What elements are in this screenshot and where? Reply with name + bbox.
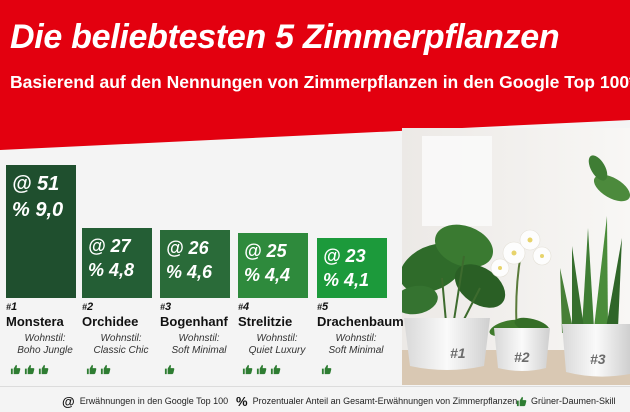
thumbs-up-icon — [86, 364, 97, 375]
pot-label-2: #2 — [514, 349, 530, 365]
rank-number: 1 — [11, 301, 18, 313]
rank-number: 3 — [165, 301, 172, 313]
wohnstil-label: Wohnstil: — [178, 333, 220, 344]
at-icon: @ — [62, 393, 75, 409]
bar-mentions-label: @ 23 — [323, 246, 366, 266]
rank-label: #4 — [238, 301, 250, 313]
bar-mentions-label: @ 26 — [166, 238, 209, 258]
wohnstil-value: Boho Jungle — [17, 345, 73, 356]
thumbs-up-icon — [270, 364, 281, 375]
legend-item-mentions: @ Erwähnungen in den Google Top 100 — [62, 391, 228, 411]
wohnstil-label: Wohnstil: — [100, 333, 142, 344]
thumbs-up-icon — [10, 364, 21, 375]
rank-label: #2 — [82, 301, 94, 313]
bar-orchidee: @ 27 % 4,8 — [82, 228, 152, 298]
page-subtitle: Basierend auf den Nennungen von Zimmerpf… — [10, 72, 630, 92]
bar-bogenhanf: @ 26 % 4,6 — [160, 230, 230, 298]
bar-info-strelitzie: #4 Strelitzie Wohnstil: Quiet Luxury — [238, 300, 316, 375]
thumbs-rating — [160, 364, 238, 375]
legend-mentions-label: Erwähnungen in den Google Top 100 — [79, 396, 229, 406]
plant-name: Monstera — [6, 314, 64, 329]
bar-percent-label: % 9,0 — [12, 199, 64, 221]
rank-label: #5 — [317, 301, 329, 313]
thumbs-rating — [82, 364, 160, 375]
wohnstil-value: Classic Chic — [93, 345, 149, 356]
plant-name: Drachenbaum — [317, 314, 404, 329]
legend-percent-label: Prozentualer Anteil an Gesamt-Erwähnunge… — [252, 396, 518, 406]
rank-number: 4 — [243, 301, 250, 313]
plant-name: Strelitzie — [238, 314, 293, 329]
bar-info-monstera: #1 Monstera Wohnstil: Boho Jungle — [6, 300, 84, 375]
thumbs-up-icon — [100, 364, 111, 375]
wohnstil-value: Soft Minimal — [171, 345, 227, 356]
rank-label: #1 — [6, 301, 18, 313]
thumbs-rating — [317, 364, 395, 375]
thumbs-up-icon — [38, 364, 49, 375]
thumbs-up-icon — [256, 364, 267, 375]
header-background — [0, 0, 630, 150]
header: Die beliebtesten 5 Zimmerpflanzen Basier… — [0, 0, 630, 160]
thumbs-rating — [6, 364, 84, 375]
plant-name: Bogenhanf — [160, 314, 228, 329]
rank-label: #3 — [160, 301, 172, 313]
legend-item-percent: % Prozentualer Anteil an Gesamt-Erwähnun… — [236, 391, 517, 411]
page-title: Die beliebtesten 5 Zimmerpflanzen — [10, 18, 560, 56]
wohnstil-label: Wohnstil: — [256, 333, 298, 344]
wohnstil-label: Wohnstil: — [335, 333, 377, 344]
thumbs-up-icon — [516, 396, 527, 406]
thumbs-up-icon — [321, 364, 332, 375]
rank-number: 5 — [322, 301, 329, 313]
thumbs-rating — [238, 364, 316, 375]
legend-item-thumb: Grüner-Daumen-Skill — [516, 391, 616, 411]
thumbs-up-icon — [242, 364, 253, 375]
thumbs-up-icon — [24, 364, 35, 375]
bar-percent-label: % 4,8 — [88, 260, 135, 280]
wohnstil-value: Quiet Luxury — [248, 345, 306, 356]
bar-strelitzie: @ 25 % 4,4 — [238, 233, 308, 298]
bar-chart: @ 51 % 9,0 @ 27 % 4,8 @ 26 % 4,6 @ 25 % 4,4 @ 23… — [0, 0, 400, 300]
bar-info-orchidee: #2 Orchidee Wohnstil: Classic Chic — [82, 300, 160, 375]
percent-icon: % — [236, 393, 248, 409]
wohnstil-value: Soft Minimal — [328, 345, 384, 356]
bar-mentions-label: @ 51 — [12, 173, 60, 195]
bar-mentions-label: @ 27 — [88, 236, 131, 256]
plants-photo: #1 #2 #3 — [402, 128, 630, 385]
legend-thumb-label: Grüner-Daumen-Skill — [531, 396, 616, 406]
bar-mentions-label: @ 25 — [244, 241, 287, 261]
rank-number: 2 — [87, 301, 94, 313]
legend-divider — [0, 386, 630, 387]
bar-monstera: @ 51 % 9,0 — [6, 165, 76, 298]
plant-name: Orchidee — [82, 314, 139, 329]
bar-percent-label: % 4,4 — [244, 265, 291, 285]
wohnstil-label: Wohnstil: — [24, 333, 66, 344]
bar-info-bogenhanf: #3 Bogenhanf Wohnstil: Soft Minimal — [160, 300, 238, 375]
thumbs-up-icon — [164, 364, 175, 375]
pot-label-3: #3 — [590, 351, 606, 367]
bar-percent-label: % 4,6 — [166, 262, 213, 282]
bar-drachenbaum: @ 23 % 4,1 — [317, 238, 387, 298]
bar-info-drachenbaum: #5 Drachenbaum Wohnstil: Soft Minimal — [317, 300, 404, 375]
bar-percent-label: % 4,1 — [323, 270, 370, 290]
pot-label-1: #1 — [450, 345, 466, 361]
